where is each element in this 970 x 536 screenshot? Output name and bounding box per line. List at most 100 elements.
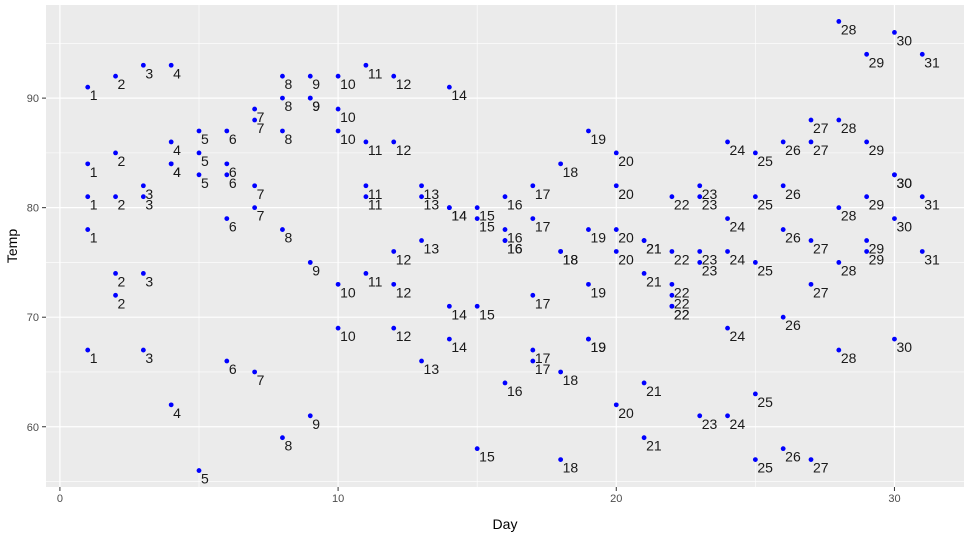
data-label: 19: [590, 131, 606, 147]
data-label: 11: [368, 273, 383, 289]
data-point: [224, 216, 230, 222]
data-label: 22: [674, 306, 690, 322]
data-label: 1: [90, 87, 98, 103]
data-point: [725, 325, 730, 331]
data-point: [85, 194, 91, 200]
data-label: 26: [785, 449, 801, 465]
data-label: 25: [757, 153, 773, 169]
data-label: 26: [785, 317, 801, 333]
data-point: [252, 106, 258, 112]
data-point: [502, 227, 508, 232]
data-label: 4: [173, 65, 181, 81]
data-label: 8: [284, 230, 292, 246]
data-point: [780, 227, 786, 232]
data-label: 6: [229, 219, 237, 235]
data-point: [725, 139, 730, 145]
point-labels: 1111122222333334444455556666677777888889…: [90, 21, 940, 486]
data-point: [419, 358, 424, 364]
data-label: 10: [340, 131, 356, 147]
data-label: 17: [535, 350, 551, 366]
data-label: 7: [257, 208, 265, 224]
data-point: [140, 194, 146, 200]
data-point: [307, 73, 313, 79]
data-point: [280, 95, 285, 101]
data-point: [669, 281, 675, 287]
data-label: 16: [507, 241, 523, 257]
data-label: 7: [257, 120, 265, 136]
data-point: [446, 205, 452, 211]
data-point: [836, 117, 842, 123]
data-label: 28: [841, 21, 857, 37]
data-point: [113, 73, 118, 79]
data-label: 24: [730, 219, 746, 235]
x-tick-label: 30: [888, 493, 900, 505]
data-label: 24: [730, 251, 746, 267]
data-point: [140, 270, 146, 276]
data-point: [892, 172, 897, 178]
data-point: [613, 183, 619, 189]
data-label: 28: [841, 262, 857, 278]
data-label: 5: [201, 131, 209, 147]
data-label: 3: [145, 186, 153, 202]
data-label: 14: [451, 339, 467, 355]
x-tick-label: 10: [332, 493, 344, 505]
data-point: [363, 62, 369, 68]
data-point: [307, 413, 313, 419]
data-label: 30: [896, 32, 912, 48]
data-point: [558, 369, 564, 375]
data-label: 13: [424, 361, 440, 377]
data-point: [752, 194, 758, 200]
data-label: 23: [702, 186, 718, 202]
data-point: [836, 260, 842, 265]
y-axis: 60 70 80 90: [27, 93, 46, 434]
data-label: 2: [118, 197, 126, 213]
data-label: 12: [396, 328, 412, 344]
data-point: [502, 380, 508, 386]
data-point: [168, 62, 174, 68]
data-point: [697, 183, 703, 189]
data-label: 16: [507, 230, 523, 246]
data-label: 23: [702, 416, 718, 432]
data-point: [586, 227, 591, 232]
data-label: 7: [257, 109, 265, 125]
data-label: 21: [646, 383, 662, 399]
data-label: 26: [785, 186, 801, 202]
data-point: [919, 249, 925, 254]
data-point: [252, 183, 258, 189]
data-point: [864, 249, 870, 254]
data-point: [669, 194, 675, 200]
data-point: [836, 19, 842, 24]
data-point: [280, 435, 285, 441]
data-label: 11: [368, 65, 383, 81]
data-point: [307, 95, 313, 101]
data-label: 3: [145, 65, 153, 81]
data-label: 17: [535, 361, 551, 377]
data-point: [419, 194, 424, 200]
x-tick-label: 0: [57, 493, 63, 505]
data-point: [808, 281, 814, 287]
data-label: 7: [257, 186, 265, 202]
data-point: [780, 314, 786, 320]
data-point: [113, 292, 118, 298]
data-label: 4: [173, 142, 181, 158]
data-label: 22: [674, 284, 690, 300]
data-label: 27: [813, 142, 829, 158]
data-label: 27: [813, 460, 829, 476]
data-label: 26: [785, 230, 801, 246]
data-label: 4: [173, 405, 181, 421]
data-point: [502, 238, 508, 243]
data-point: [864, 139, 870, 145]
data-label: 30: [896, 175, 912, 191]
data-point: [474, 205, 480, 211]
data-label: 24: [730, 416, 746, 432]
data-label: 18: [563, 460, 579, 476]
data-label: 23: [702, 197, 718, 213]
data-point: [252, 369, 258, 375]
data-point: [196, 468, 202, 473]
data-label: 14: [451, 208, 467, 224]
data-label: 27: [813, 241, 829, 257]
data-point: [530, 183, 536, 189]
data-point: [641, 238, 647, 243]
data-label: 5: [201, 471, 209, 487]
data-label: 20: [618, 230, 634, 246]
